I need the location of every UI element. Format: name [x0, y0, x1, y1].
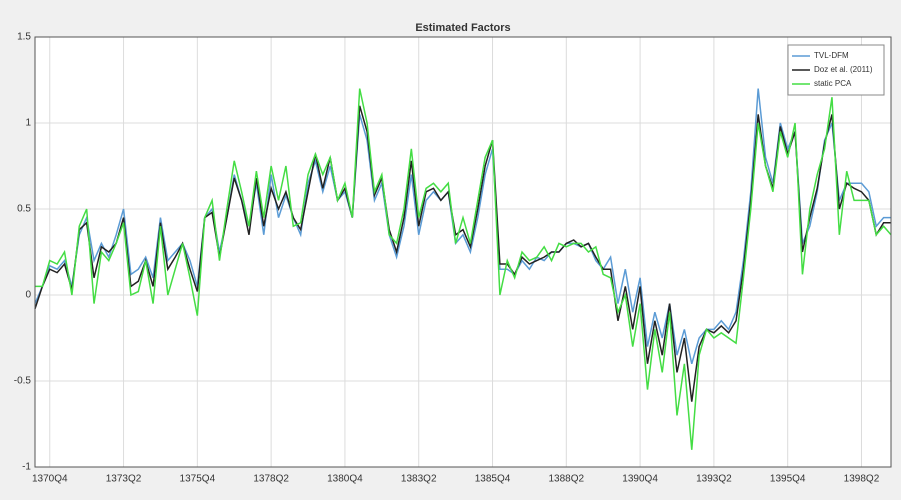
x-tick-label: 1388Q2 [549, 474, 585, 485]
chart-title: Estimated Factors [415, 22, 510, 34]
x-tick-label: 1373Q2 [106, 474, 142, 485]
legend-label: Doz et al. (2011) [814, 65, 873, 74]
x-tick-label: 1398Q2 [844, 474, 880, 485]
x-tick-label: 1395Q4 [770, 474, 806, 485]
y-tick-label: -0.5 [14, 376, 32, 387]
x-tick-label: 1370Q4 [32, 474, 68, 485]
series-line [34, 105, 891, 402]
series-line [35, 88, 892, 450]
x-tick-label: 1383Q2 [401, 474, 437, 485]
x-tick-label: 1380Q4 [327, 474, 363, 485]
legend-label: static PCA [814, 79, 852, 88]
series-line [34, 88, 891, 365]
y-tick-label: 0.5 [17, 204, 31, 215]
x-tick-label: 1385Q4 [475, 474, 511, 485]
x-tick-label: 1375Q4 [180, 474, 216, 485]
x-tick-label: 1378Q2 [253, 474, 289, 485]
plot-frame [34, 36, 892, 468]
y-tick-label: 1 [25, 118, 31, 129]
legend-label: TVL-DFM [814, 51, 849, 60]
y-tick-label: 1.5 [17, 32, 31, 43]
y-tick-label: 0 [25, 290, 31, 301]
x-tick-label: 1390Q4 [622, 474, 658, 485]
y-tick-label: -1 [22, 462, 31, 473]
x-tick-label: 1393Q2 [696, 474, 732, 485]
